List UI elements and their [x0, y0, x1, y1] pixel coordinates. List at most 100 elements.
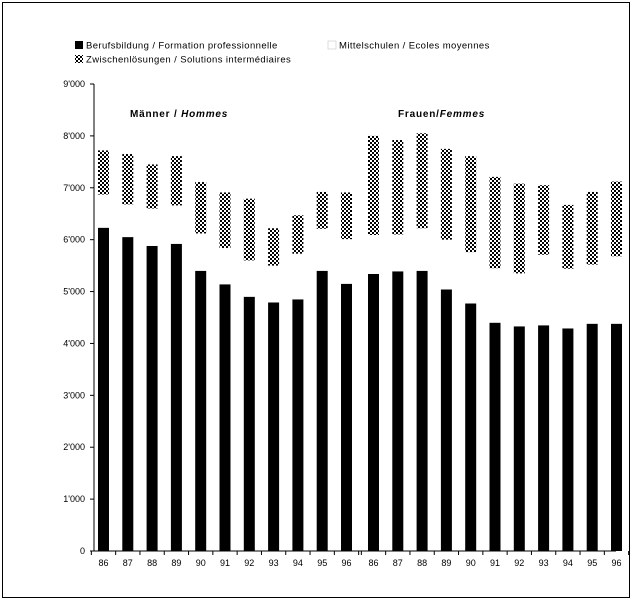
bar-segment-frauen-90-mittelschulen [465, 252, 477, 304]
y-tick-label: 9'000 [63, 79, 85, 89]
legend-label-zwischen: Zwischenlösungen / Solutions intermédiai… [86, 55, 291, 66]
bar-segment-maenner-95-zwischen [316, 191, 328, 229]
x-tick-label: 92 [244, 558, 254, 568]
bar-segment-frauen-96-zwischen [611, 181, 622, 257]
x-tick-label: 95 [317, 558, 327, 568]
bar-segment-maenner-92-zwischen [243, 198, 255, 261]
y-tick-label: 5'000 [63, 287, 85, 297]
bar-segment-maenner-94-zwischen [292, 215, 304, 254]
bar-segment-frauen-88-mittelschulen [416, 228, 428, 271]
bar-segment-frauen-95-mittelschulen [586, 264, 598, 324]
bar-segment-maenner-96-mittelschulen [341, 239, 352, 284]
bar-segment-frauen-88-zwischen [416, 133, 428, 229]
x-tick-label: 88 [147, 558, 157, 568]
bar-segment-maenner-90-berufsbildung [195, 270, 207, 551]
bar-segment-maenner-90-mittelschulen [195, 233, 207, 271]
x-tick-label: 95 [587, 558, 597, 568]
panel-title-maenner: Männer / Hommes [130, 109, 228, 120]
bar-segment-frauen-94-zwischen [562, 204, 574, 269]
legend: Berufsbildung / Formation professionnell… [75, 40, 490, 66]
bar-segment-maenner-93-mittelschulen [268, 265, 280, 303]
bar-segment-frauen-89-berufsbildung [440, 289, 452, 551]
bar-segment-maenner-96-zwischen [341, 192, 352, 240]
bar-segment-frauen-92-zwischen [513, 183, 525, 274]
bar-segment-maenner-88-berufsbildung [146, 245, 158, 552]
x-tick-label: 87 [393, 558, 403, 568]
bar-segment-maenner-94-berufsbildung [292, 299, 304, 551]
bar-segment-frauen-94-mittelschulen [562, 268, 574, 329]
y-tick-label: 8'000 [63, 131, 85, 141]
x-tick-label: 91 [490, 558, 500, 568]
bar-segment-maenner-87-berufsbildung [122, 237, 134, 552]
bar-segment-frauen-86-mittelschulen [368, 234, 379, 274]
y-tick-label: 4'000 [63, 338, 85, 348]
x-tick-label: 94 [563, 558, 573, 568]
y-tick-label: 3'000 [63, 390, 85, 400]
bar-segment-maenner-90-zwischen [195, 182, 207, 234]
bar-segment-maenner-93-berufsbildung [268, 302, 280, 551]
bar-segment-frauen-96-mittelschulen [611, 256, 622, 324]
y-tick-label: 0 [80, 546, 85, 556]
bar-segment-maenner-91-berufsbildung [219, 284, 231, 551]
bar-segment-maenner-93-zwischen [268, 228, 280, 266]
bar-segment-maenner-96-berufsbildung [341, 283, 352, 551]
bar-segment-frauen-96-berufsbildung [611, 323, 622, 551]
legend-label-berufsbildung: Berufsbildung / Formation professionnell… [86, 41, 278, 52]
legend-swatch-berufsbildung [75, 41, 83, 49]
bar-segment-maenner-87-mittelschulen [122, 204, 134, 238]
y-tick-label: 6'000 [63, 235, 85, 245]
bar-segment-maenner-95-mittelschulen [316, 228, 328, 271]
bar-segment-maenner-87-zwischen [122, 154, 134, 205]
bar-segment-maenner-92-mittelschulen [243, 260, 255, 297]
x-tick-label: 90 [196, 558, 206, 568]
bar-segment-frauen-90-zwischen [465, 156, 477, 253]
bar-segment-frauen-94-berufsbildung [562, 328, 574, 551]
x-tick-label: 96 [341, 558, 351, 568]
bar-segment-maenner-91-mittelschulen [219, 247, 231, 285]
bar-segment-maenner-91-zwischen [219, 192, 231, 248]
bar-segment-maenner-89-zwischen [170, 156, 182, 206]
x-tick-label: 91 [220, 558, 230, 568]
bar-segment-frauen-87-berufsbildung [392, 271, 404, 551]
legend-swatch-mittelschulen [327, 40, 337, 50]
x-tick-label: 96 [611, 558, 621, 568]
y-tick-label: 7'000 [63, 183, 85, 193]
bar-segment-frauen-89-mittelschulen [440, 239, 452, 290]
bar-segment-frauen-88-berufsbildung [416, 270, 428, 551]
bar-segment-frauen-95-zwischen [586, 191, 598, 265]
y-ticks: 0 1'000 2'000 3'000 4'000 5'000 6'000 7'000 8'00… [63, 79, 94, 556]
x-tick-label: 88 [417, 558, 427, 568]
y-tick-label: 1'000 [63, 494, 85, 504]
x-tick-label: 86 [98, 558, 108, 568]
legend-swatch-zwischen [75, 55, 83, 63]
x-tick-label: 92 [514, 558, 524, 568]
bar-segment-frauen-93-mittelschulen [538, 254, 550, 326]
bar-segment-frauen-86-zwischen [368, 135, 379, 235]
bar-segment-frauen-91-berufsbildung [489, 322, 501, 551]
bar-segment-frauen-91-mittelschulen [489, 268, 501, 323]
bar-segment-frauen-93-berufsbildung [538, 325, 550, 551]
panel-title-frauen: Frauen/Femmes [398, 109, 485, 120]
bar-segment-frauen-92-mittelschulen [513, 273, 525, 327]
bar-segment-maenner-88-mittelschulen [146, 208, 158, 246]
bars [98, 133, 622, 552]
bar-segment-frauen-89-zwischen [440, 148, 452, 240]
x-tick-label: 94 [293, 558, 303, 568]
x-tick-label: 87 [123, 558, 133, 568]
bar-segment-frauen-93-zwischen [538, 185, 550, 255]
y-tick-label: 2'000 [63, 442, 85, 452]
x-tick-label: 90 [466, 558, 476, 568]
bar-segment-maenner-89-mittelschulen [170, 205, 182, 244]
bar-segment-frauen-92-berufsbildung [513, 326, 525, 551]
bar-segment-maenner-94-mittelschulen [292, 253, 304, 300]
bar-segment-frauen-86-berufsbildung [368, 273, 379, 551]
bar-segment-maenner-89-berufsbildung [170, 243, 182, 551]
bar-segment-maenner-95-berufsbildung [316, 270, 328, 551]
bar-segment-frauen-87-zwischen [392, 140, 404, 235]
legend-label-mittelschulen: Mittelschulen / Ecoles moyennes [339, 41, 490, 52]
bar-segment-maenner-92-berufsbildung [243, 296, 255, 551]
bar-segment-frauen-90-berufsbildung [465, 303, 477, 551]
bar-segment-maenner-86-berufsbildung [98, 227, 109, 551]
